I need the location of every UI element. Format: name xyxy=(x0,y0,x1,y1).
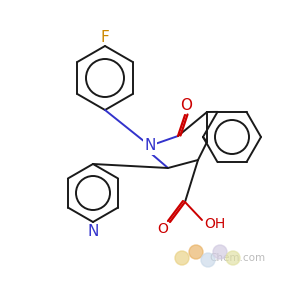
Text: O: O xyxy=(180,98,192,112)
Circle shape xyxy=(213,245,227,259)
Text: N: N xyxy=(87,224,99,238)
Text: N: N xyxy=(144,139,156,154)
Circle shape xyxy=(201,253,215,267)
Text: Chem.com: Chem.com xyxy=(209,253,265,263)
Text: OH: OH xyxy=(204,217,226,231)
Circle shape xyxy=(189,245,203,259)
Text: O: O xyxy=(158,222,168,236)
Text: F: F xyxy=(100,29,109,44)
Circle shape xyxy=(226,251,240,265)
Circle shape xyxy=(175,251,189,265)
